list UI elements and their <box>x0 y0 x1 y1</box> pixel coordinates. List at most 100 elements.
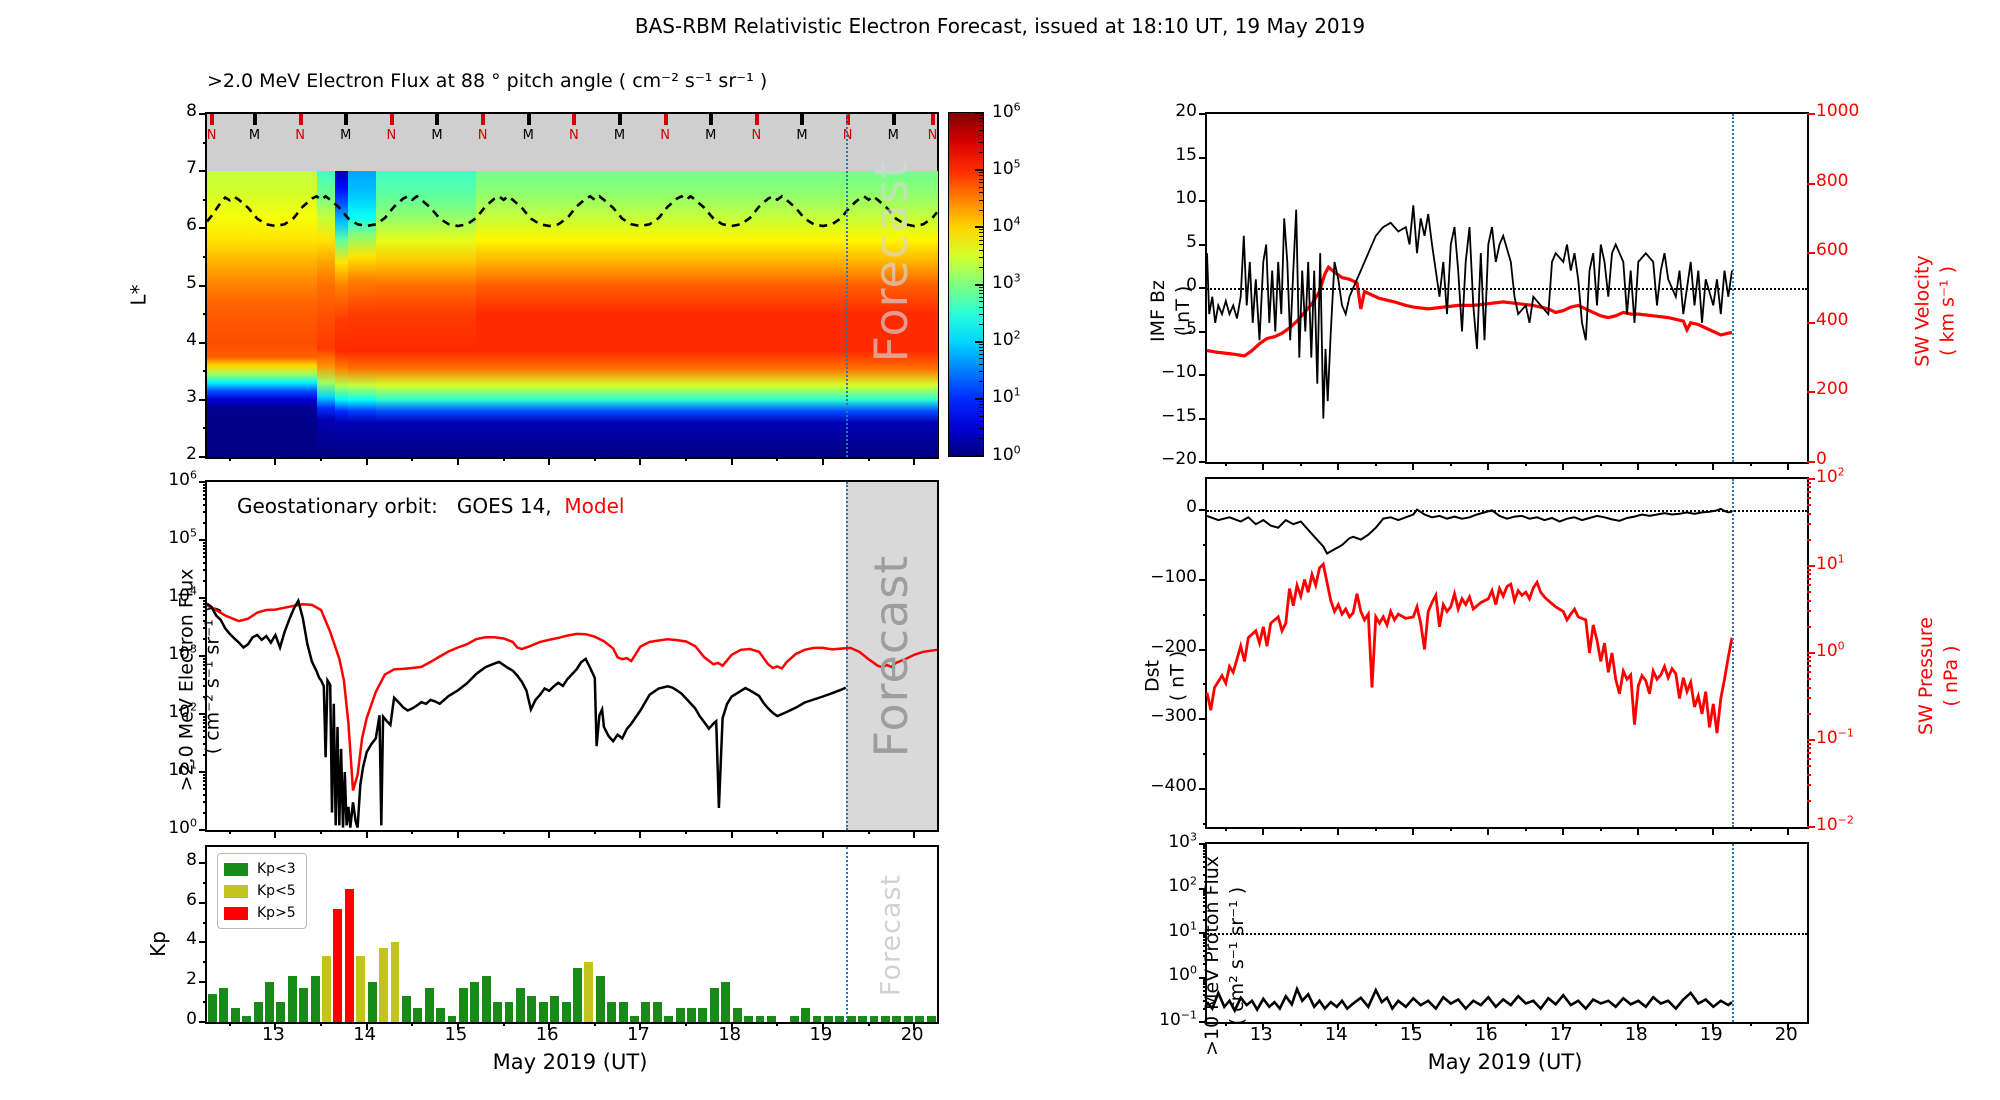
colorbar <box>948 112 984 457</box>
lstar-tick-label: 6 <box>186 215 197 236</box>
kp-bar <box>618 1002 628 1022</box>
tick-mark <box>821 1022 824 1030</box>
sw-velocity-label-line1: SW Velocity <box>1911 255 1934 367</box>
colorbar-minor-tick <box>979 400 983 402</box>
tick-mark <box>203 743 207 746</box>
tick-mark <box>1262 827 1265 831</box>
tick-mark <box>203 881 207 884</box>
mn-label: N <box>927 128 938 143</box>
tick-mark <box>203 801 207 804</box>
pressure-tick-label: 10−1 <box>1816 726 1854 748</box>
tick-mark <box>639 1022 642 1026</box>
mn-tick <box>572 114 577 125</box>
kp-tick-label: 0 <box>186 1009 197 1029</box>
kp-bar <box>732 1008 742 1022</box>
tick-mark <box>1807 799 1811 802</box>
tick-mark <box>456 830 459 838</box>
tick-mark <box>1807 321 1815 324</box>
colorbar-tick-label: 104 <box>992 214 1021 236</box>
dst-ylabel-line2: ( nT ) <box>1166 650 1189 702</box>
tick-mark <box>639 457 642 461</box>
mn-tick <box>709 114 714 125</box>
tick-mark <box>1203 905 1207 908</box>
colorbar-minor-tick <box>979 363 983 365</box>
tick-mark <box>730 1022 733 1026</box>
tick-mark <box>639 1022 642 1030</box>
tick-mark <box>1524 462 1527 466</box>
colorbar-tick-label: 101 <box>992 385 1021 408</box>
colorbar-minor-tick <box>979 415 983 417</box>
kp-bar <box>698 1008 708 1022</box>
velocity-tick-label: 800 <box>1816 170 1849 191</box>
tick-mark <box>411 1022 414 1026</box>
tick-mark <box>203 614 207 617</box>
tick-mark <box>867 830 870 834</box>
kp-bar <box>208 994 217 1022</box>
velocity-tick-label: 200 <box>1816 379 1849 400</box>
zero-line <box>1207 510 1807 513</box>
flux-tick-label: 106 <box>168 468 197 490</box>
forecast-watermark-kp: Forecast <box>875 873 907 996</box>
mn-tick <box>481 114 486 125</box>
kp-bar <box>607 1002 617 1022</box>
tick-mark <box>1807 712 1811 715</box>
mn-label: M <box>340 128 352 143</box>
tick-mark <box>1203 852 1207 855</box>
tick-mark <box>1412 827 1415 835</box>
tick-mark <box>1562 827 1565 835</box>
data-series <box>206 597 847 828</box>
tick-mark <box>199 113 207 115</box>
velocity-tick-label: 400 <box>1816 309 1849 330</box>
tick-mark <box>776 1022 779 1026</box>
kp-bar <box>230 1008 240 1022</box>
kp-bar <box>424 988 434 1022</box>
x-tick-label: 14 <box>1324 1024 1348 1045</box>
tick-mark <box>502 457 505 461</box>
kp-legend-entry: Kp<3 <box>224 858 296 880</box>
colorbar-tick <box>975 455 983 457</box>
tick-mark <box>776 830 779 834</box>
tick-mark <box>203 776 207 779</box>
tick-mark <box>1749 827 1752 831</box>
colorbar-minor-tick <box>979 353 983 355</box>
tick-mark <box>1562 462 1565 470</box>
tick-mark <box>867 1022 870 1026</box>
kp-bar <box>401 996 411 1022</box>
tick-mark <box>1337 827 1340 831</box>
tick-mark <box>1807 478 1815 480</box>
tick-mark <box>1199 887 1207 890</box>
colorbar-minor-tick <box>979 438 983 440</box>
kp-bar <box>310 976 320 1022</box>
tick-mark <box>1807 573 1811 576</box>
kp-bar <box>915 1016 925 1022</box>
kp-bar <box>470 982 480 1022</box>
tick-mark <box>1199 787 1207 790</box>
tick-mark <box>1807 538 1811 541</box>
flux-tick-label: 101 <box>168 758 197 780</box>
tick-mark <box>1807 565 1815 567</box>
tick-mark <box>1199 648 1207 651</box>
tick-mark <box>203 695 207 698</box>
tick-mark <box>203 921 207 924</box>
tick-mark <box>199 901 207 904</box>
tick-mark <box>1807 523 1811 526</box>
colorbar-minor-tick <box>979 371 983 373</box>
tick-mark <box>1807 765 1811 768</box>
tick-mark <box>1637 462 1640 470</box>
mn-label: N <box>660 128 670 143</box>
mn-tick <box>344 114 349 125</box>
mn-label: N <box>295 128 305 143</box>
tick-mark <box>411 457 414 461</box>
colorbar-minor-tick <box>979 286 983 288</box>
tick-mark <box>913 830 916 838</box>
tick-mark <box>1337 1022 1340 1030</box>
x-tick-label: 15 <box>1399 1024 1423 1045</box>
kp-bar <box>903 1016 913 1022</box>
tick-mark <box>730 830 733 834</box>
tick-mark <box>639 457 642 465</box>
forecast-start-line <box>1732 479 1734 827</box>
tick-mark <box>199 713 207 715</box>
tick-mark <box>1203 889 1207 892</box>
tick-mark <box>203 547 207 550</box>
